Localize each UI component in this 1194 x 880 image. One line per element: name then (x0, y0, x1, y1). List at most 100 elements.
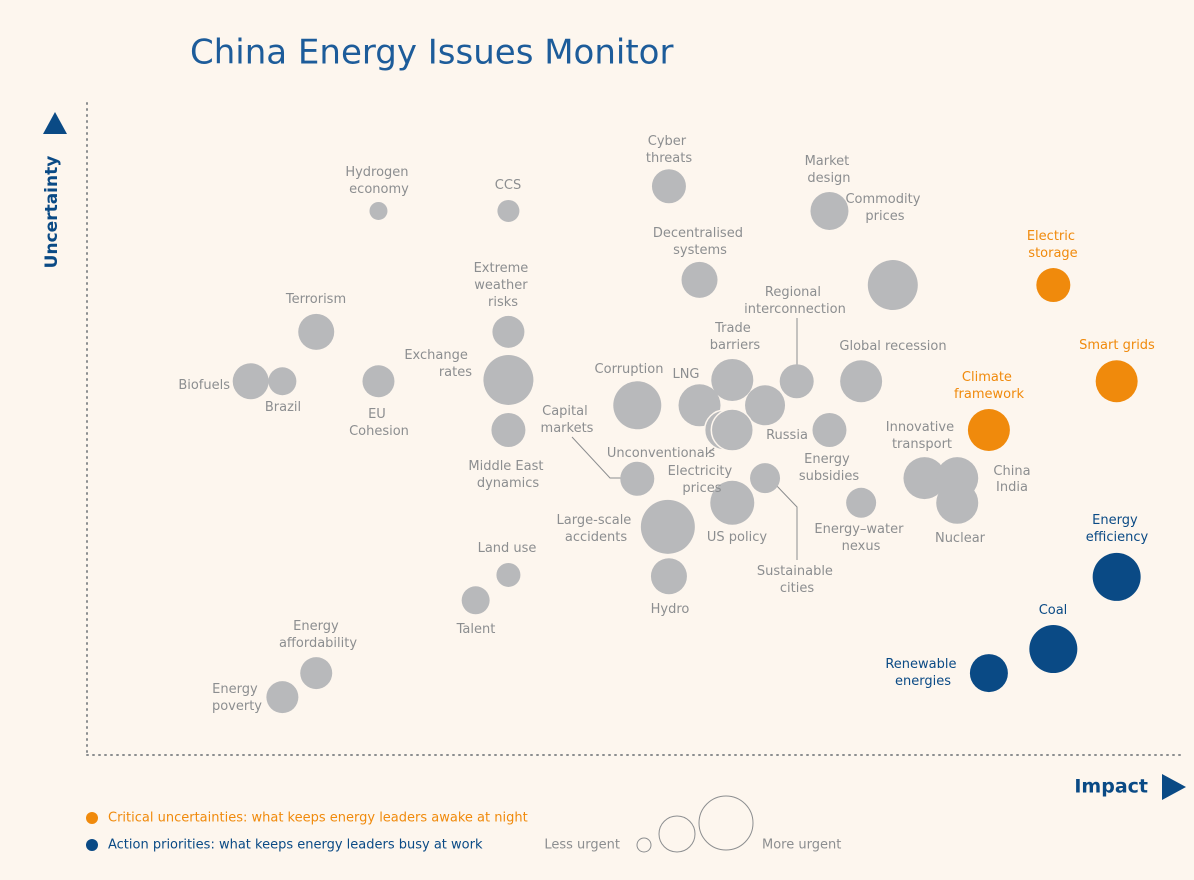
label-line: Coal (1039, 603, 1068, 618)
bubble (681, 261, 718, 298)
label-line: Innovative (886, 420, 958, 435)
label-line: Sustainable (757, 564, 837, 579)
bubble-label: Nuclear (935, 531, 986, 546)
bubble (369, 201, 388, 220)
bubble-label: Sustainable cities (757, 564, 837, 596)
label-line: Middle East (468, 459, 547, 474)
bubble-label: Energy poverty (212, 682, 262, 714)
bubble-label: Terrorism (285, 292, 346, 307)
bubble-label: Capital markets (541, 404, 594, 436)
bubble-label: Middle East dynamics (468, 459, 547, 491)
label-line: design (807, 171, 850, 186)
bubble-label: Climate framework (954, 370, 1024, 402)
bubble-label: LNG (672, 367, 699, 382)
label-line: weather (474, 278, 531, 293)
bubble (461, 586, 490, 615)
label-line: Brazil (265, 400, 301, 415)
label-line: Energy (1092, 513, 1142, 528)
label-line: Exchange (404, 348, 472, 363)
bubble-label: Innovative transport (886, 420, 958, 452)
bubble-label: Energy affordability (279, 619, 357, 651)
label-line: affordability (279, 636, 357, 651)
bubble (483, 354, 534, 405)
bubble-label: Decentralised systems (653, 226, 747, 258)
label-line: Unconventionals (607, 446, 716, 461)
bubble-label: Coal (1039, 603, 1068, 618)
label-line: Decentralised (653, 226, 747, 241)
label-line: Global recession (839, 339, 946, 354)
bubble (232, 363, 269, 400)
bubble (750, 463, 781, 494)
legend-label: Action priorities: what keeps energy lea… (108, 838, 483, 853)
bubble (640, 499, 695, 554)
bubble-label: CCS (495, 178, 521, 193)
bubble (846, 487, 877, 518)
bubble (745, 385, 786, 426)
bubble (298, 313, 335, 350)
bubble-label: Russia (766, 428, 808, 443)
label-line: efficiency (1086, 530, 1149, 545)
label-line: Corruption (595, 362, 664, 377)
bubble (840, 360, 883, 403)
bubble-label: Brazil (265, 400, 301, 415)
bubble-label: China (993, 464, 1030, 479)
label-line: Hydrogen (345, 165, 412, 180)
bubble (268, 367, 297, 396)
label-line: Energy (804, 452, 854, 467)
bubble-label: Electric storage (1027, 229, 1079, 261)
bubble (491, 413, 526, 447)
bubble-label: Energy–water nexus (814, 522, 907, 554)
label-line: Energy (293, 619, 343, 634)
label-line: EU (368, 407, 390, 422)
bubble-label: EU Cohesion (349, 407, 409, 439)
label-line: dynamics (477, 476, 540, 491)
label-line: risks (488, 295, 518, 310)
label-line: Energy (212, 682, 262, 697)
label-line: interconnection (744, 302, 846, 317)
bubble (812, 413, 847, 447)
label-line: subsidies (799, 469, 860, 484)
label-line: storage (1028, 246, 1077, 261)
bubble (650, 558, 687, 595)
bubble (1095, 360, 1138, 403)
label-line: Renewable (885, 657, 960, 672)
bubble (266, 681, 299, 714)
bubble-label: Renewable energies (885, 657, 960, 689)
label-line: poverty (212, 699, 262, 714)
bubble-label: Hydrogen economy (345, 165, 412, 197)
label-line: Regional (765, 285, 825, 300)
legend-swatch (86, 839, 98, 851)
bubble-label: Global recession (839, 339, 946, 354)
label-line: Market (805, 154, 854, 169)
x-axis-label: Impact (1074, 776, 1148, 798)
label-line: LNG (672, 367, 699, 382)
label-line: Electricity (668, 464, 737, 479)
size-legend-large (698, 795, 754, 851)
label-line: prices (682, 481, 721, 496)
label-line: Hydro (651, 602, 690, 617)
label-line: Electric (1027, 229, 1079, 244)
bubble (936, 481, 979, 524)
label-line: Large-scale (557, 513, 636, 528)
label-line: Biofuels (178, 378, 230, 393)
label-line: framework (954, 387, 1024, 402)
bubble (613, 381, 662, 430)
label-line: accidents (565, 530, 627, 545)
bubble-label: Energy subsidies (799, 452, 860, 484)
bubble (496, 562, 521, 587)
chart-title: China Energy Issues Monitor (190, 33, 673, 73)
size-legend-medium (658, 815, 696, 853)
bubble (903, 457, 946, 500)
label-line: Cohesion (349, 424, 409, 439)
bubble (969, 654, 1008, 693)
label-line: transport (892, 437, 952, 452)
bubble-label: Smart grids (1079, 338, 1155, 353)
bubble-label: Large-scale accidents (557, 513, 636, 545)
x-axis-arrow (1162, 774, 1186, 800)
label-line: Energy–water (814, 522, 907, 537)
bubble (810, 191, 849, 230)
label-line: China (993, 464, 1030, 479)
leader-line (774, 483, 798, 560)
label-line: energies (895, 674, 951, 689)
